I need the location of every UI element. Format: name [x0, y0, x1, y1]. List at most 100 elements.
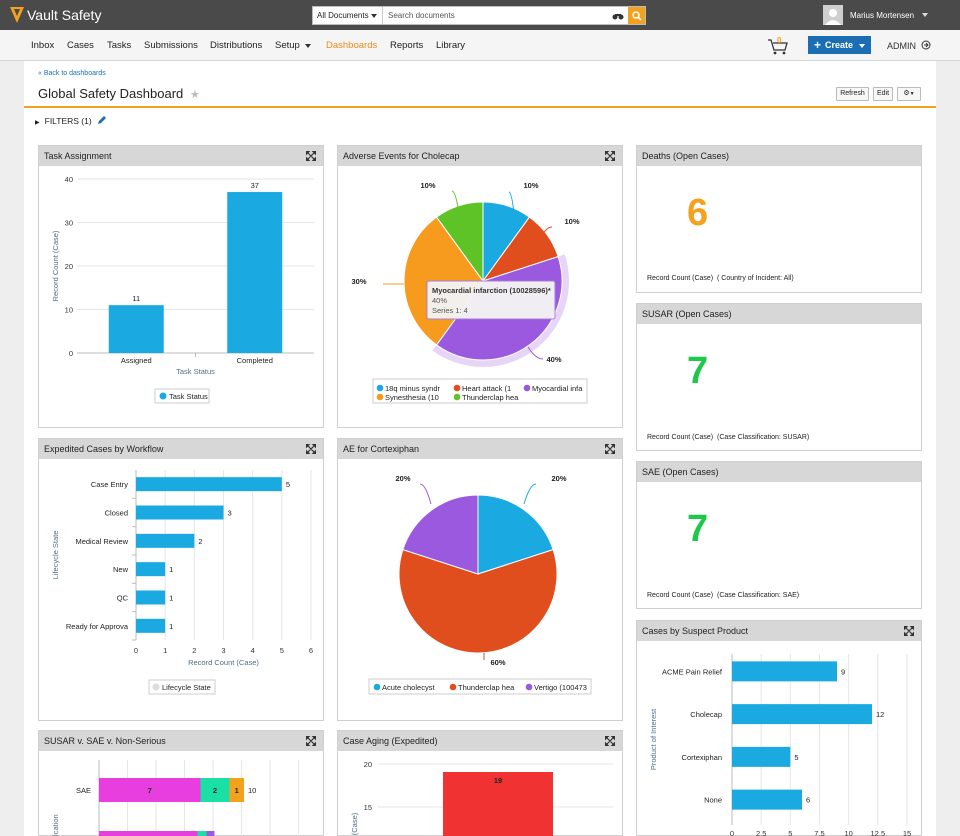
nav-library[interactable]: Library: [436, 40, 466, 51]
settings-menu-button[interactable]: ⚙▼: [897, 87, 921, 101]
expedited-cases-chart: 0 1 2 3 4 5 6 5 Case Entry 3 Closed 2 Medical Review…: [51, 470, 313, 695]
app-logo[interactable]: Vault Safety: [10, 6, 101, 24]
y-axis-title: Product of Interest: [649, 708, 658, 770]
bar: [136, 618, 166, 633]
y-tick-label: ACME Pain Relief: [662, 667, 723, 676]
data-label: 5: [286, 480, 290, 489]
x-tick-label: 6: [309, 646, 313, 655]
admin-link[interactable]: ADMIN: [887, 40, 931, 51]
susar-count: 7: [687, 350, 709, 392]
data-label: 1: [169, 565, 173, 574]
data-label: 7: [148, 786, 152, 795]
bar: [108, 305, 164, 353]
x-tick-label: 1: [163, 646, 167, 655]
legend-label: Vertigo (100473: [534, 683, 587, 692]
connector-line: [451, 190, 460, 214]
nav-reports[interactable]: Reports: [390, 40, 424, 51]
nav-dashboards[interactable]: Dashboards: [326, 40, 378, 51]
filters-toggle[interactable]: ▶ FILTERS (1): [35, 115, 107, 126]
legend-marker: [523, 384, 531, 392]
main-nav: Inbox Cases Tasks Submissions Distributi…: [0, 30, 960, 61]
x-tick-label: 3: [221, 646, 225, 655]
x-tick-label: 10: [844, 829, 852, 836]
nav-tasks[interactable]: Tasks: [107, 40, 132, 51]
total-label: 10: [248, 786, 256, 795]
x-tick-label: 15: [903, 829, 911, 836]
legend-marker: [453, 384, 461, 392]
panel-title: Deaths (Open Cases): [642, 151, 730, 161]
pencil-icon[interactable]: [97, 115, 107, 125]
y-tick-label: Closed: [105, 509, 128, 518]
back-to-dashboards-link[interactable]: « Back to dashboards: [38, 70, 106, 77]
search-input[interactable]: Search documents: [388, 11, 455, 20]
nav-distributions[interactable]: Distributions: [210, 40, 263, 51]
legend-marker: [376, 393, 384, 401]
binoculars-icon[interactable]: [608, 7, 628, 24]
create-label: Create: [825, 40, 854, 50]
favorite-star-icon[interactable]: ★: [190, 89, 200, 101]
panel-title: Adverse Events for Cholecap: [343, 151, 460, 161]
cart-icon: [768, 39, 788, 55]
task-assignment-chart: 0 10 20 30 40 11 Assigned 37 Completed Task Statu…: [51, 175, 314, 404]
legend-box: [372, 378, 588, 404]
refresh-button[interactable]: Refresh: [836, 87, 869, 101]
expand-icon[interactable]: [605, 736, 615, 746]
edit-button[interactable]: Edit: [873, 87, 893, 101]
avatar: [823, 5, 843, 25]
expand-icon[interactable]: [605, 444, 615, 454]
search-button[interactable]: [628, 7, 645, 24]
expand-icon[interactable]: [605, 151, 615, 161]
bar: [732, 704, 872, 725]
y-tick-label: None: [704, 796, 722, 805]
panel-title: Case Aging (Expedited): [343, 736, 438, 746]
x-tick-label: 7.5: [814, 829, 824, 836]
admin-label: ADMIN: [887, 41, 916, 51]
nav-inbox[interactable]: Inbox: [31, 40, 55, 51]
pie-slice: [477, 494, 554, 575]
nav-setup[interactable]: Setup: [275, 40, 300, 51]
user-menu[interactable]: Marius Mortensen: [823, 5, 929, 25]
y-tick-label: 20: [65, 262, 73, 271]
cart-button[interactable]: 0: [767, 36, 791, 57]
gear-icon: ⚙: [903, 90, 910, 97]
panel-header: AE for Cortexiphan: [338, 439, 622, 459]
x-tick-label: 5: [788, 829, 792, 836]
data-label: 1: [169, 622, 173, 631]
y-tick-label: 40: [65, 175, 73, 184]
setup-chevron-down-icon: [305, 44, 311, 51]
bar: [227, 192, 283, 353]
data-label: 6: [806, 796, 810, 805]
panel-case-aging: Case Aging (Expedited) 20 15 19 (Case): [337, 730, 623, 836]
bar-segment: [229, 778, 244, 802]
y-tick-label: 20: [364, 760, 372, 769]
page-title: Global Safety Dashboard: [38, 86, 184, 101]
susar-sae-chart: 7 2 1 10 SAE ification: [51, 760, 299, 836]
legend-box: [154, 388, 210, 404]
plus-icon: +: [813, 38, 821, 52]
search-scope-select[interactable]: All Documents: [313, 7, 383, 24]
expand-icon[interactable]: [306, 151, 316, 161]
expand-icon[interactable]: [306, 736, 316, 746]
x-tick-label: 5: [280, 646, 284, 655]
connector-line: [527, 346, 544, 360]
cart-count: 0: [777, 36, 782, 45]
panel-header: Expedited Cases by Workflow: [39, 439, 323, 459]
x-tick-label: Assigned: [121, 356, 152, 365]
nav-cases[interactable]: Cases: [67, 40, 94, 51]
pie-slice: [402, 494, 479, 575]
bar: [732, 746, 791, 767]
data-label: 10%: [420, 181, 435, 190]
panel-title: AE for Cortexiphan: [343, 444, 420, 454]
y-tick-label: Ready for Approva: [66, 622, 129, 631]
legend-label: Myocardial infa: [532, 384, 583, 393]
panel-suspect-product: Cases by Suspect Product 0 2.5 5 7.5 10 12.5 1…: [636, 620, 922, 836]
nav-submissions[interactable]: Submissions: [144, 40, 198, 51]
expand-icon[interactable]: [904, 626, 914, 636]
expand-icon[interactable]: [306, 444, 316, 454]
panel-deaths: Deaths (Open Cases) 6 Record Count (Case…: [636, 145, 922, 293]
panel-title: SAE (Open Cases): [642, 467, 719, 477]
adverse-events-chart: 10% 10% 40% 30% 10% Myocardial infarction (10…: [351, 181, 588, 404]
caret-right-icon: ▶: [35, 120, 40, 126]
create-button[interactable]: + Create: [808, 36, 871, 54]
bar: [443, 772, 553, 836]
